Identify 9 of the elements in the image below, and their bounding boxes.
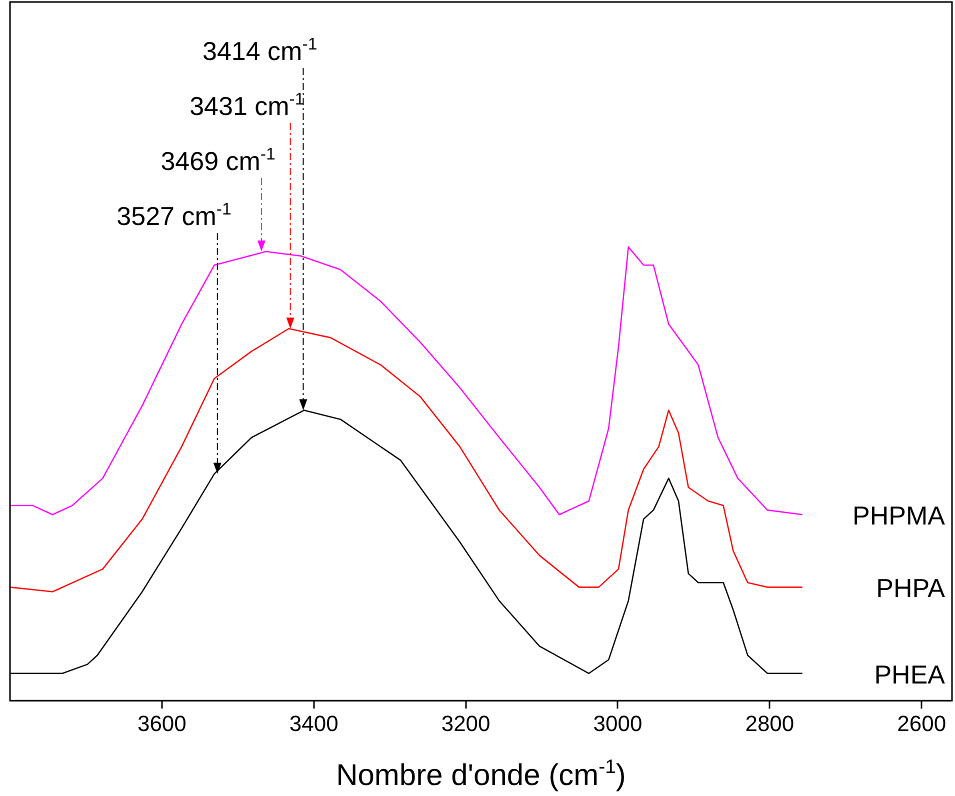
x-tick-label: 3400 — [289, 710, 338, 736]
x-tick-label: 3200 — [441, 710, 490, 736]
text: PHPA — [876, 573, 946, 604]
x-tick-label: 3600 — [137, 710, 186, 736]
text: PHEA — [874, 659, 946, 690]
x-tick-label: 2800 — [745, 710, 794, 736]
x-tick-label: 2600 — [897, 710, 946, 736]
x-tick-label: 3000 — [593, 710, 642, 736]
series-label: PHPMA — [852, 500, 946, 531]
